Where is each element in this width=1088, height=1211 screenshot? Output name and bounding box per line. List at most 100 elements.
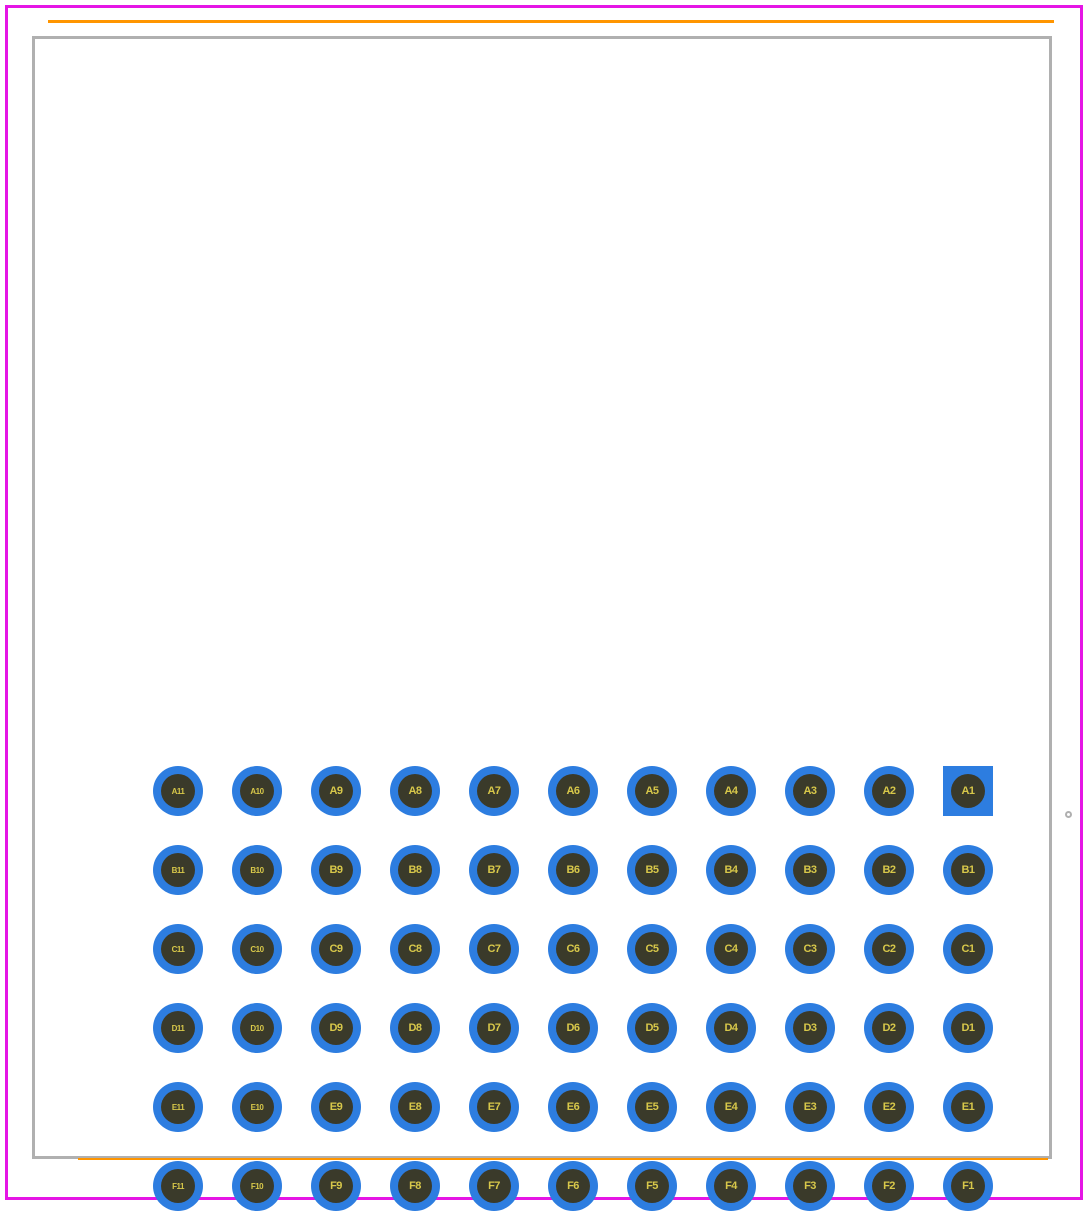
pad-label: B7 xyxy=(487,864,500,876)
pad-d7: D7 xyxy=(469,1003,519,1053)
pad-hole-e5: E5 xyxy=(635,1090,669,1124)
pin1-marker-dot xyxy=(1065,811,1072,818)
pad-label: A6 xyxy=(566,785,579,797)
pad-label: E9 xyxy=(330,1101,342,1113)
pad-label: A7 xyxy=(487,785,500,797)
pad-hole-e6: E6 xyxy=(556,1090,590,1124)
pad-a10: A10 xyxy=(232,766,282,816)
pad-label: C3 xyxy=(803,943,816,955)
pad-label: C6 xyxy=(566,943,579,955)
pad-label: B5 xyxy=(645,864,658,876)
pad-hole-f7: F7 xyxy=(477,1169,511,1203)
pad-d3: D3 xyxy=(785,1003,835,1053)
pad-hole-f8: F8 xyxy=(398,1169,432,1203)
pad-hole-e4: E4 xyxy=(714,1090,748,1124)
pad-label: C11 xyxy=(172,945,185,954)
pad-a8: A8 xyxy=(390,766,440,816)
pad-label: F5 xyxy=(646,1180,658,1192)
pad-hole-b3: B3 xyxy=(793,853,827,887)
pad-label: F8 xyxy=(409,1180,421,1192)
pad-c2: C2 xyxy=(864,924,914,974)
pad-label: B11 xyxy=(172,866,185,875)
pad-label: D2 xyxy=(882,1022,895,1034)
pad-hole-c6: C6 xyxy=(556,932,590,966)
pad-label: F11 xyxy=(172,1182,184,1191)
pad-label: F6 xyxy=(567,1180,579,1192)
pad-f6: F6 xyxy=(548,1161,598,1211)
pad-f3: F3 xyxy=(785,1161,835,1211)
pad-d9: D9 xyxy=(311,1003,361,1053)
pad-hole-c1: C1 xyxy=(951,932,985,966)
pad-hole-c5: C5 xyxy=(635,932,669,966)
pad-hole-e3: E3 xyxy=(793,1090,827,1124)
pad-label: D6 xyxy=(566,1022,579,1034)
pad-hole-a6: A6 xyxy=(556,774,590,808)
pad-e1: E1 xyxy=(943,1082,993,1132)
pad-c6: C6 xyxy=(548,924,598,974)
pad-label: D1 xyxy=(961,1022,974,1034)
pad-e3: E3 xyxy=(785,1082,835,1132)
pad-label: F2 xyxy=(883,1180,895,1192)
pad-label: A1 xyxy=(961,785,974,797)
pad-c10: C10 xyxy=(232,924,282,974)
pad-label: E7 xyxy=(488,1101,500,1113)
pad-hole-c8: C8 xyxy=(398,932,432,966)
pad-d11: D11 xyxy=(153,1003,203,1053)
pad-hole-c4: C4 xyxy=(714,932,748,966)
pad-hole-c7: C7 xyxy=(477,932,511,966)
pad-label: F3 xyxy=(804,1180,816,1192)
pad-hole-a1: A1 xyxy=(951,774,985,808)
pad-hole-c3: C3 xyxy=(793,932,827,966)
pad-f4: F4 xyxy=(706,1161,756,1211)
pad-f1: F1 xyxy=(943,1161,993,1211)
pad-hole-c11: C11 xyxy=(161,932,195,966)
pad-d2: D2 xyxy=(864,1003,914,1053)
pad-hole-a3: A3 xyxy=(793,774,827,808)
pad-label: D4 xyxy=(724,1022,737,1034)
pad-e5: E5 xyxy=(627,1082,677,1132)
pad-a7: A7 xyxy=(469,766,519,816)
pad-label: A4 xyxy=(724,785,737,797)
pad-hole-d2: D2 xyxy=(872,1011,906,1045)
pad-c7: C7 xyxy=(469,924,519,974)
pad-hole-d5: D5 xyxy=(635,1011,669,1045)
pad-e11: E11 xyxy=(153,1082,203,1132)
pad-e4: E4 xyxy=(706,1082,756,1132)
pad-a6: A6 xyxy=(548,766,598,816)
pad-hole-a11: A11 xyxy=(161,774,195,808)
pad-hole-c2: C2 xyxy=(872,932,906,966)
pad-hole-b10: B10 xyxy=(240,853,274,887)
pad-f9: F9 xyxy=(311,1161,361,1211)
pad-hole-d1: D1 xyxy=(951,1011,985,1045)
pad-label: E11 xyxy=(172,1103,184,1112)
pad-label: B8 xyxy=(408,864,421,876)
pad-label: B1 xyxy=(961,864,974,876)
pad-hole-b8: B8 xyxy=(398,853,432,887)
pad-hole-b5: B5 xyxy=(635,853,669,887)
pad-c3: C3 xyxy=(785,924,835,974)
pad-hole-f6: F6 xyxy=(556,1169,590,1203)
pad-hole-f1: F1 xyxy=(951,1169,985,1203)
pad-b9: B9 xyxy=(311,845,361,895)
pad-d5: D5 xyxy=(627,1003,677,1053)
pad-label: E2 xyxy=(883,1101,895,1113)
pad-label: F1 xyxy=(962,1180,974,1192)
pad-f11: F11 xyxy=(153,1161,203,1211)
pad-f5: F5 xyxy=(627,1161,677,1211)
pad-b3: B3 xyxy=(785,845,835,895)
pad-hole-a10: A10 xyxy=(240,774,274,808)
pad-label: E10 xyxy=(251,1103,264,1112)
pad-c1: C1 xyxy=(943,924,993,974)
pad-hole-d3: D3 xyxy=(793,1011,827,1045)
pad-hole-e8: E8 xyxy=(398,1090,432,1124)
pad-b7: B7 xyxy=(469,845,519,895)
pad-b10: B10 xyxy=(232,845,282,895)
pad-label: C7 xyxy=(487,943,500,955)
pad-a3: A3 xyxy=(785,766,835,816)
pad-hole-d6: D6 xyxy=(556,1011,590,1045)
pad-b5: B5 xyxy=(627,845,677,895)
pad-hole-e10: E10 xyxy=(240,1090,274,1124)
pad-hole-d9: D9 xyxy=(319,1011,353,1045)
pad-label: E5 xyxy=(646,1101,658,1113)
pad-hole-d4: D4 xyxy=(714,1011,748,1045)
